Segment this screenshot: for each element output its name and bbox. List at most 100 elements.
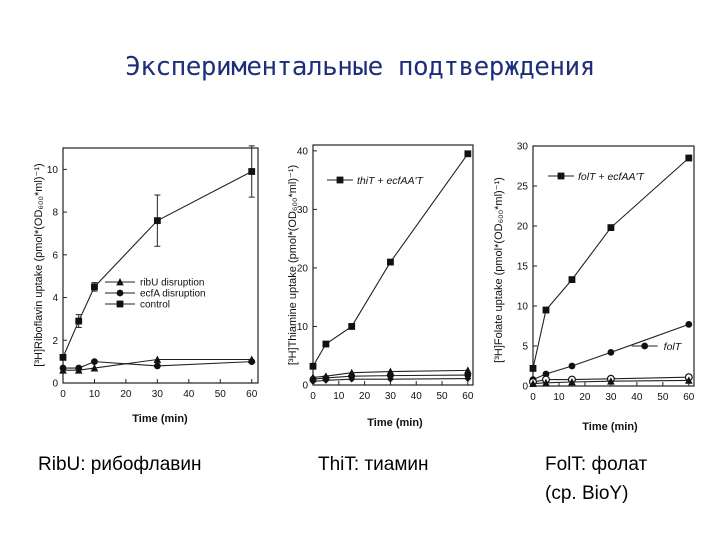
chart-xlabel: Time (min) <box>367 417 423 429</box>
circle-marker <box>248 358 256 366</box>
triangle-marker <box>685 376 693 384</box>
y-tick-label: 10 <box>297 322 309 333</box>
y-tick-label: 15 <box>517 262 529 273</box>
triangle-marker <box>529 379 537 387</box>
plot-frame <box>62 147 259 384</box>
y-tick-label: 20 <box>297 263 309 274</box>
square-marker <box>75 317 83 325</box>
caption-line: FolT: фолат <box>545 454 648 475</box>
x-tick-label: 30 <box>605 392 617 403</box>
square-marker <box>387 258 394 266</box>
diamond-marker <box>309 378 317 385</box>
diamond-marker <box>348 375 356 383</box>
square-marker <box>542 306 550 314</box>
x-tick-label: 60 <box>683 392 695 403</box>
circle-marker <box>153 362 161 370</box>
triangle-marker <box>607 377 615 385</box>
legend-label: ribU disruption <box>140 278 204 289</box>
circle-marker <box>116 289 124 297</box>
square-marker <box>348 323 356 330</box>
diamond-marker <box>464 375 472 382</box>
square-marker <box>91 283 98 291</box>
square-marker <box>607 224 615 231</box>
legend-label: ecfA disruption <box>140 289 206 300</box>
y-tick-label: 5 <box>522 342 528 353</box>
x-tick-label: 50 <box>657 392 669 403</box>
y-tick-label: 0 <box>302 381 308 392</box>
y-tick-label: 10 <box>47 165 59 176</box>
triangle-marker <box>464 366 472 374</box>
thiamine-chart: [³H]Thiamine uptake (pmol*(OD₆₀₀*ml)⁻¹) … <box>287 144 474 429</box>
circle-marker <box>59 364 67 372</box>
square-marker <box>336 176 344 184</box>
circle-marker <box>91 358 98 366</box>
square-marker <box>685 154 693 162</box>
diamond-marker <box>387 375 394 383</box>
x-tick-label: 30 <box>152 389 164 400</box>
series-line <box>532 157 690 369</box>
chart-xlabel: Time (min) <box>132 413 188 425</box>
x-tick-label: 0 <box>530 392 536 403</box>
square-marker <box>529 365 537 372</box>
x-tick-label: 20 <box>579 392 591 403</box>
legend-label: thiT + ecfAA'T <box>357 175 424 187</box>
caption-line: (ср. BioY) <box>545 483 629 504</box>
y-tick-label: 25 <box>517 182 529 193</box>
caption-folate: FolT: фолат (ср. BioY) <box>545 450 647 508</box>
caption-riboflavin: RibU: рибофлавин <box>38 450 202 479</box>
square-marker <box>568 276 576 283</box>
y-tick-label: 2 <box>52 336 58 347</box>
slide-title: Экспериментальные подтверждения <box>125 52 595 82</box>
triangle-marker <box>542 378 550 387</box>
riboflavin-chart: [³H]Riboflavin uptake (pmol*(OD₆₀₀*ml)⁻¹… <box>33 145 259 425</box>
chart-xlabel: Time (min) <box>582 421 638 433</box>
circle-marker <box>464 371 472 379</box>
square-marker <box>248 168 256 175</box>
x-tick-label: 10 <box>89 389 101 400</box>
x-tick-label: 0 <box>310 391 316 402</box>
y-tick-label: 0 <box>52 379 58 390</box>
square-marker <box>557 172 565 180</box>
square-marker <box>59 353 67 361</box>
y-tick-label: 8 <box>52 208 58 219</box>
circle-marker <box>685 321 693 328</box>
triangle-marker <box>90 364 99 372</box>
triangle-marker <box>153 355 162 363</box>
x-tick-label: 20 <box>120 389 132 400</box>
circle-marker <box>542 370 550 378</box>
x-tick-label: 60 <box>462 391 474 402</box>
circle-marker <box>75 364 83 372</box>
x-tick-label: 40 <box>631 392 643 403</box>
diamond-marker <box>322 376 330 384</box>
chart-ylabel: [³H]Riboflavin uptake (pmol*(OD₆₀₀*ml)⁻¹… <box>33 163 45 366</box>
y-tick-label: 6 <box>52 250 58 261</box>
y-tick-label: 0 <box>522 382 528 393</box>
y-tick-label: 20 <box>517 222 529 233</box>
y-tick-label: 4 <box>52 293 58 304</box>
square-marker <box>464 150 472 158</box>
chart-ylabel: [³H]Folate uptake (pmol*(OD₆₀₀*ml)⁻¹) <box>493 177 505 363</box>
triangle-marker <box>568 378 576 386</box>
x-tick-label: 60 <box>246 389 258 400</box>
y-tick-label: 40 <box>297 146 309 157</box>
x-tick-label: 50 <box>215 389 227 400</box>
plot-frame <box>312 144 474 386</box>
x-tick-label: 30 <box>385 391 397 402</box>
y-tick-label: 30 <box>517 142 529 153</box>
triangle-marker <box>116 278 124 286</box>
x-tick-label: 20 <box>359 391 371 402</box>
y-tick-label: 10 <box>517 302 529 313</box>
caption-line: ThiT: тиамин <box>318 454 429 475</box>
circle-marker <box>641 342 649 350</box>
caption-line: RibU: рибофлавин <box>38 454 202 475</box>
legend-label: folT <box>664 341 683 353</box>
caption-thiamine: ThiT: тиамин <box>318 450 429 479</box>
x-tick-label: 50 <box>436 391 448 402</box>
circle-marker <box>607 349 615 356</box>
circle-marker <box>568 362 576 370</box>
x-tick-label: 10 <box>333 391 345 402</box>
x-tick-label: 0 <box>60 389 66 400</box>
square-marker <box>322 340 330 348</box>
circle-marker <box>387 372 394 380</box>
